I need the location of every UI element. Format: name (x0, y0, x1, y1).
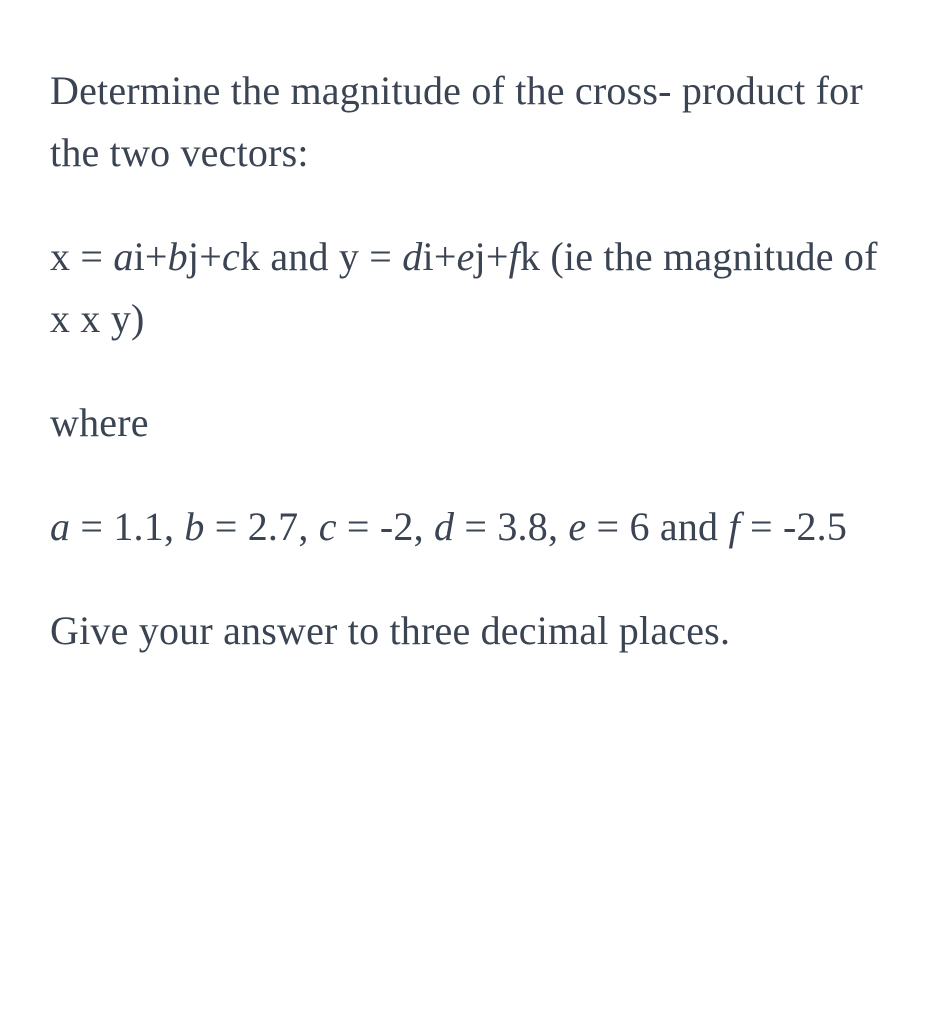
var-f: f (728, 504, 739, 549)
where-label: where (50, 392, 899, 454)
instruction-suffix: . (720, 608, 730, 653)
var-b: b (184, 504, 204, 549)
plus-2: + (199, 234, 222, 279)
vector-y-2: y (111, 296, 131, 341)
var-c: c (319, 504, 337, 549)
coef-a: a (113, 234, 133, 279)
equals-2: = (359, 234, 402, 279)
plus-1: + (145, 234, 168, 279)
val-c: = -2, (337, 504, 434, 549)
coef-d: d (402, 234, 422, 279)
coefficient-values: a = 1.1, b = 2.7, c = -2, d = 3.8, e = 6… (50, 496, 899, 558)
equals-1: = (70, 234, 113, 279)
ie-text: (ie the magnitude of (540, 234, 877, 279)
plus-3: + (434, 234, 457, 279)
and-text: and (260, 234, 339, 279)
val-e: = 6 and (586, 504, 728, 549)
vector-definitions: x = ai+bj+ck and y = di+ej+fk (ie the ma… (50, 226, 899, 350)
vector-y: y (339, 234, 359, 279)
val-a: = 1.1, (70, 504, 184, 549)
unit-j-1: j (188, 234, 199, 279)
cross-symbol: x (70, 296, 111, 341)
coef-f: f (509, 234, 520, 279)
answer-instruction: Give your answer to three decimal places… (50, 600, 899, 662)
val-d: = 3.8, (454, 504, 568, 549)
var-a: a (50, 504, 70, 549)
val-b: = 2.7, (205, 504, 319, 549)
unit-j-2: j (475, 234, 486, 279)
coef-e: e (457, 234, 475, 279)
paren-close: ) (131, 296, 145, 341)
coef-c: c (222, 234, 240, 279)
question-intro: Determine the magnitude of the cross- pr… (50, 60, 899, 184)
unit-i-1: i (134, 234, 145, 279)
unit-k-1: k (240, 234, 260, 279)
unit-i-2: i (422, 234, 433, 279)
var-e: e (568, 504, 586, 549)
vector-x: x (50, 234, 70, 279)
instruction-prefix: Give your answer to (50, 608, 389, 653)
instruction-bold: three decimal places (389, 608, 719, 653)
unit-k-2: k (520, 234, 540, 279)
coef-b: b (168, 234, 188, 279)
where-text: where (50, 400, 149, 445)
plus-4: + (486, 234, 509, 279)
intro-text: Determine the magnitude of the cross- pr… (50, 68, 863, 175)
val-f: = -2.5 (740, 504, 847, 549)
var-d: d (434, 504, 454, 549)
vector-x-2: x (50, 296, 70, 341)
